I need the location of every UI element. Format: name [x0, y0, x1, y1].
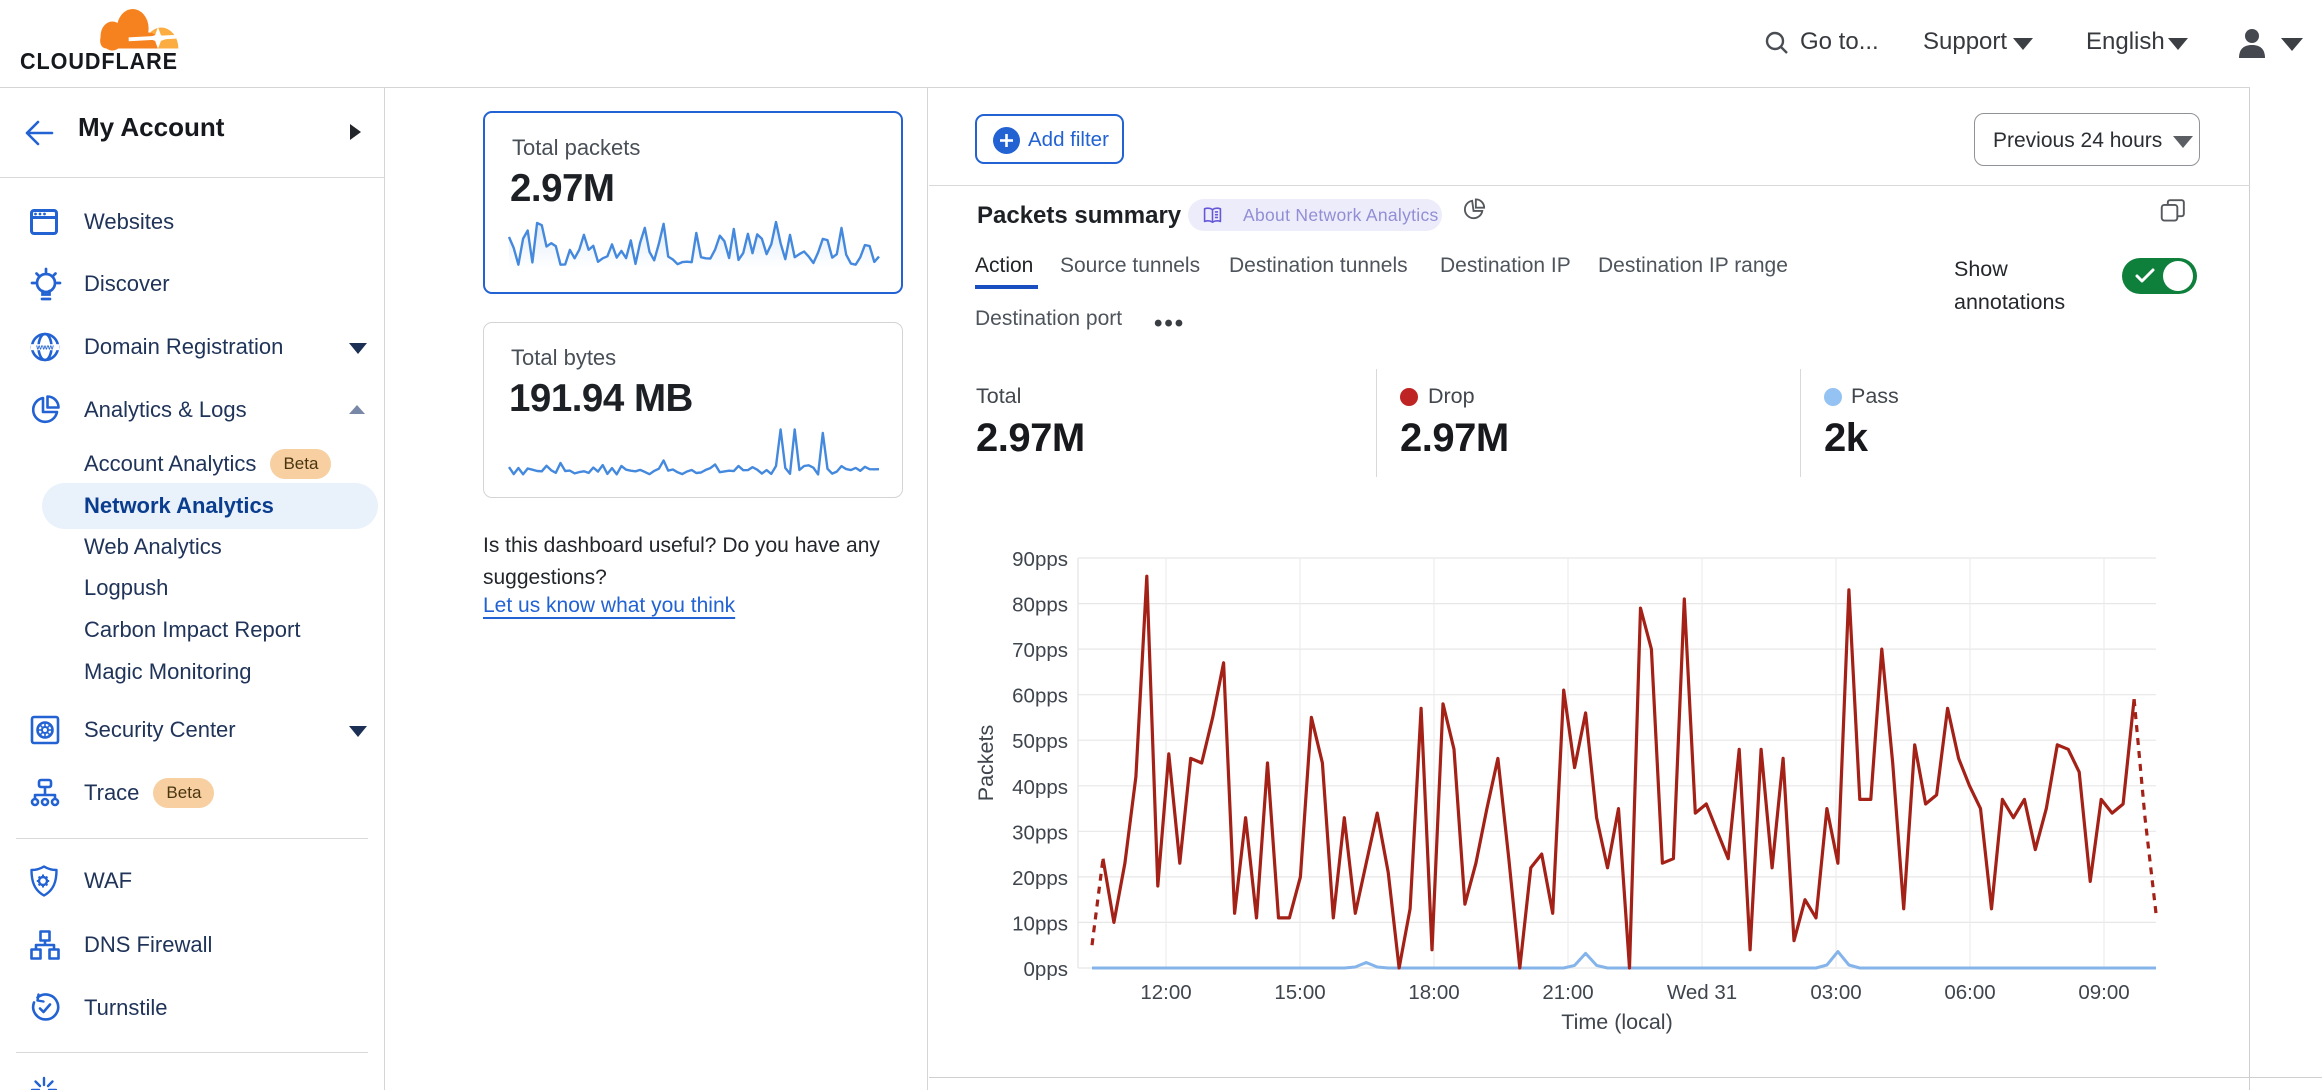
svg-text:18:00: 18:00 — [1408, 981, 1459, 1004]
svg-text:30pps: 30pps — [1012, 821, 1068, 844]
svg-text:Wed 31: Wed 31 — [1667, 981, 1737, 1004]
svg-text:0pps: 0pps — [1024, 958, 1068, 981]
svg-text:Time (local): Time (local) — [1561, 1010, 1673, 1034]
svg-text:12:00: 12:00 — [1140, 981, 1191, 1004]
svg-text:80pps: 80pps — [1012, 594, 1068, 617]
svg-text:50pps: 50pps — [1012, 730, 1068, 753]
svg-text:90pps: 90pps — [1012, 548, 1068, 571]
svg-text:06:00: 06:00 — [1944, 981, 1995, 1004]
svg-text:03:00: 03:00 — [1810, 981, 1861, 1004]
svg-text:www: www — [35, 343, 54, 352]
svg-text:21:00: 21:00 — [1542, 981, 1593, 1004]
svg-text:Packets: Packets — [974, 725, 998, 801]
svg-text:60pps: 60pps — [1012, 685, 1068, 708]
svg-text:09:00: 09:00 — [2078, 981, 2129, 1004]
svg-text:10pps: 10pps — [1012, 912, 1068, 935]
svg-text:15:00: 15:00 — [1274, 981, 1325, 1004]
svg-text:70pps: 70pps — [1012, 639, 1068, 662]
svg-text:20pps: 20pps — [1012, 867, 1068, 890]
svg-text:CLOUDFLARE: CLOUDFLARE — [20, 48, 178, 73]
svg-text:40pps: 40pps — [1012, 776, 1068, 799]
